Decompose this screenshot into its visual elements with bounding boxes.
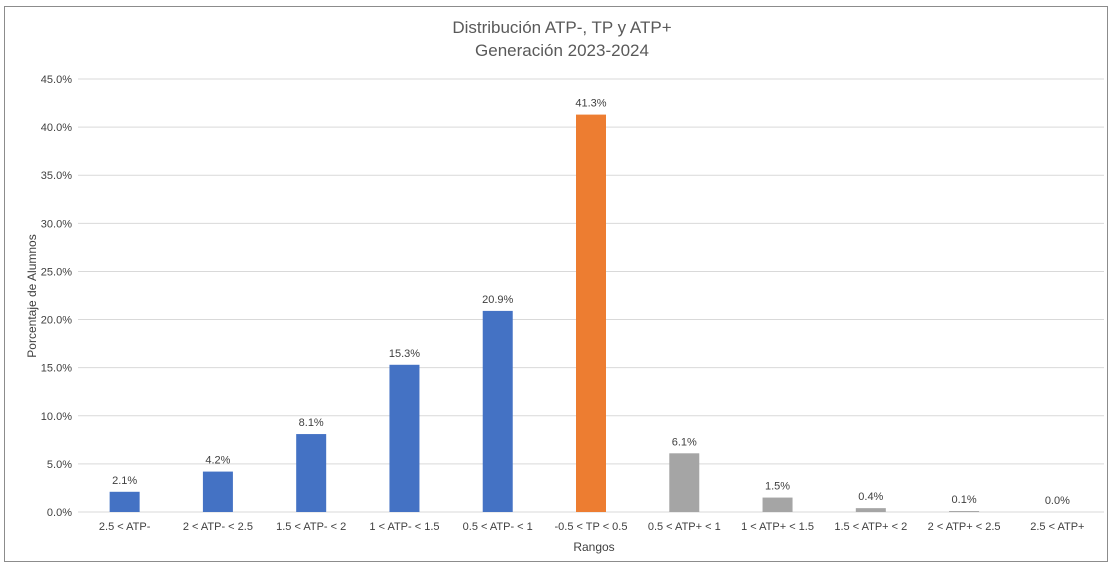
bar — [762, 497, 793, 512]
y-tick-label: 15.0% — [41, 363, 72, 375]
x-tick-label: 2.5 < ATP+ — [1030, 521, 1084, 533]
y-tick-label: 25.0% — [41, 266, 72, 278]
bar — [855, 508, 886, 512]
y-axis-title: Porcentaje de Alumnos — [25, 234, 39, 357]
y-tick-label: 30.0% — [41, 218, 72, 230]
chart-title: Distribución ATP-, TP y ATP+ — [452, 18, 671, 37]
y-tick-label: 35.0% — [41, 170, 72, 182]
x-axis-title: Rangos — [573, 540, 614, 554]
chart-frame — [4, 6, 1108, 562]
bar — [669, 453, 700, 512]
data-label: 8.1% — [299, 417, 324, 429]
bar — [482, 310, 513, 512]
x-tick-label: 2 < ATP- < 2.5 — [183, 521, 253, 533]
x-tick-label: 0.5 < ATP+ < 1 — [648, 521, 721, 533]
bar — [109, 491, 140, 512]
chart-subtitle: Generación 2023-2024 — [475, 41, 649, 60]
y-tick-label: 20.0% — [41, 315, 72, 327]
x-tick-label: 1.5 < ATP- < 2 — [276, 521, 346, 533]
x-axis-ticks: 2.5 < ATP- 2 < ATP- < 2.5 1.5 < ATP- < 2 1 … — [99, 521, 1085, 533]
bar — [576, 114, 606, 512]
y-axis-ticks: 0.0% 5.0% 10.0% 15.0% 20.0% 25.0% 30.0% 35.0% 40… — [41, 74, 72, 519]
data-labels: 2.1% 4.2% 8.1% 15.3% 20.9% 41.3% 6.1% 1.5% 0.4% 0… — [112, 98, 1070, 507]
x-tick-label: 1.5 < ATP+ < 2 — [834, 521, 907, 533]
data-label: 41.3% — [575, 98, 606, 110]
bar — [296, 434, 327, 512]
y-tick-label: 5.0% — [47, 459, 72, 471]
x-tick-label: 1 < ATP- < 1.5 — [369, 521, 439, 533]
data-label: 20.9% — [482, 294, 513, 306]
x-tick-label: 0.5 < ATP- < 1 — [463, 521, 533, 533]
x-tick-label: 2.5 < ATP- — [99, 521, 151, 533]
x-tick-label: -0.5 < TP < 0.5 — [555, 521, 628, 533]
x-tick-label: 1 < ATP+ < 1.5 — [741, 521, 814, 533]
data-label: 4.2% — [205, 455, 230, 467]
data-label: 15.3% — [389, 348, 420, 360]
data-label: 0.4% — [858, 491, 883, 503]
data-label: 0.0% — [1045, 495, 1070, 507]
data-label: 0.1% — [952, 494, 977, 506]
y-tick-label: 0.0% — [47, 507, 72, 519]
data-label: 6.1% — [672, 436, 697, 448]
y-tick-label: 40.0% — [41, 122, 72, 134]
y-tick-label: 10.0% — [41, 411, 72, 423]
data-label: 2.1% — [112, 475, 137, 487]
bar — [949, 511, 980, 512]
y-tick-label: 45.0% — [41, 74, 72, 86]
bar — [202, 471, 233, 512]
data-label: 1.5% — [765, 481, 790, 493]
x-tick-label: 2 < ATP+ < 2.5 — [928, 521, 1001, 533]
bars — [109, 114, 980, 512]
bar — [389, 364, 420, 512]
